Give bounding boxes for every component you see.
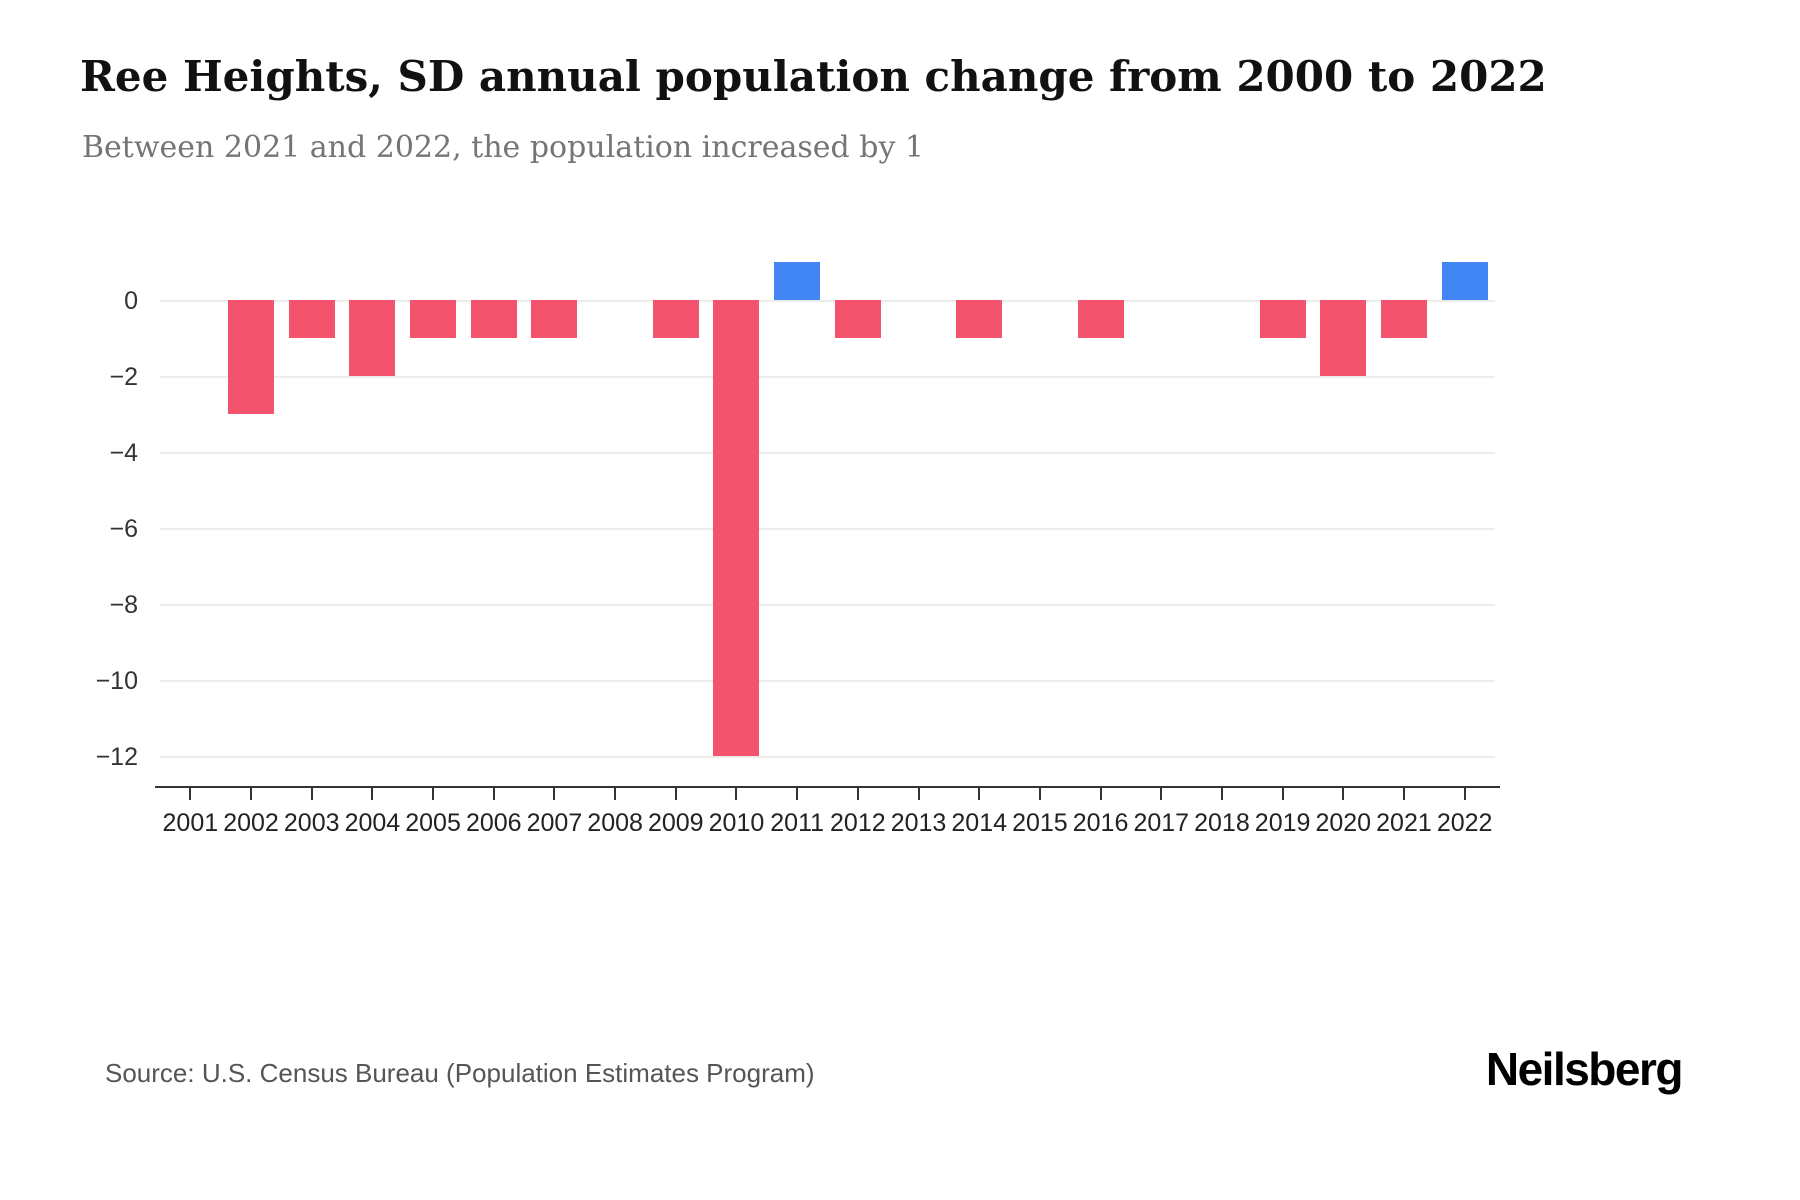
- y-axis-tick-label: −2: [109, 363, 138, 391]
- source-note: Source: U.S. Census Bureau (Population E…: [105, 1058, 815, 1088]
- x-axis-tick: [856, 786, 859, 800]
- gridline-y: [160, 300, 1495, 302]
- x-axis-tick-label: 2013: [890, 809, 947, 837]
- x-axis-tick: [1281, 786, 1284, 800]
- bar-2022[interactable]: [1441, 262, 1488, 300]
- x-axis-tick-label: 2011: [770, 809, 825, 837]
- x-axis-tick-label: 2021: [1376, 809, 1432, 837]
- x-axis-tick-label: 2007: [526, 809, 583, 837]
- x-axis-tick-label: 2015: [1012, 809, 1068, 837]
- bar-2002[interactable]: [228, 300, 275, 414]
- x-axis-tick: [978, 786, 981, 800]
- x-axis-tick: [250, 786, 253, 800]
- bar-2009[interactable]: [652, 300, 699, 338]
- x-axis-tick: [553, 786, 556, 800]
- y-axis-tick-label: −6: [109, 515, 138, 543]
- y-axis-tick-label: −8: [109, 591, 138, 619]
- x-axis-tick-label: 2005: [405, 809, 461, 837]
- x-axis-tick-label: 2009: [647, 809, 704, 837]
- x-axis-tick: [1038, 786, 1041, 800]
- x-axis-tick: [1402, 786, 1405, 800]
- bar-2006[interactable]: [470, 300, 517, 338]
- y-axis-tick-label: −10: [95, 667, 138, 695]
- bar-2014[interactable]: [956, 300, 1003, 338]
- x-axis-tick-label: 2016: [1072, 809, 1129, 837]
- gridline-y: [160, 528, 1495, 530]
- brand-logo: Neilsberg: [1485, 1043, 1684, 1095]
- x-axis-tick-label: 2018: [1194, 809, 1250, 837]
- x-axis-tick-label: 2014: [951, 809, 1008, 837]
- x-axis-tick: [371, 786, 374, 800]
- x-axis-tick: [492, 786, 495, 800]
- x-axis-tick-label: 2008: [587, 809, 643, 837]
- x-axis-tick-label: 2001: [162, 809, 219, 837]
- x-axis-tick: [310, 786, 313, 800]
- bar-2004[interactable]: [349, 300, 396, 376]
- bar-2012[interactable]: [834, 300, 881, 338]
- x-axis-tick-label: 2010: [708, 809, 765, 837]
- x-axis-tick: [614, 786, 617, 800]
- chart-title: Ree Heights, SD annual population change…: [80, 52, 1547, 101]
- bar-2003[interactable]: [288, 300, 335, 338]
- x-axis-tick: [189, 786, 192, 800]
- y-axis-tick-label: −12: [95, 743, 138, 771]
- chart-subtitle: Between 2021 and 2022, the population in…: [82, 130, 925, 165]
- x-axis-tick: [1463, 786, 1466, 800]
- x-axis-tick: [1342, 786, 1345, 800]
- x-axis-tick-label: 2012: [830, 809, 886, 837]
- bar-2005[interactable]: [410, 300, 457, 338]
- bar-2010[interactable]: [713, 300, 760, 756]
- x-axis-tick-label: 2019: [1254, 809, 1311, 837]
- x-axis-tick: [735, 786, 738, 800]
- x-axis-tick: [1099, 786, 1102, 800]
- x-axis-tick-label: 2002: [223, 809, 279, 837]
- bar-2021[interactable]: [1380, 300, 1427, 338]
- gridline-y: [160, 376, 1495, 378]
- x-axis-tick-label: 2006: [465, 809, 522, 837]
- y-axis-tick-label: 0: [124, 287, 138, 315]
- x-axis-tick: [796, 786, 799, 800]
- x-axis-tick-label: 2020: [1315, 809, 1372, 837]
- x-axis-tick-label: 2003: [283, 809, 340, 837]
- x-axis-tick-label: 2022: [1436, 809, 1493, 837]
- x-axis-tick: [1160, 786, 1163, 800]
- x-axis-tick-label: 2004: [344, 809, 401, 837]
- x-axis-tick: [432, 786, 435, 800]
- x-axis-line: [155, 786, 1500, 788]
- bar-2019[interactable]: [1259, 300, 1306, 338]
- gridline-y: [160, 452, 1495, 454]
- x-axis-tick: [674, 786, 677, 800]
- gridline-y: [160, 680, 1495, 682]
- gridline-y: [160, 756, 1495, 758]
- y-axis-tick-label: −4: [109, 439, 138, 467]
- x-axis-tick: [1220, 786, 1223, 800]
- bar-2020[interactable]: [1320, 300, 1367, 376]
- bar-2016[interactable]: [1077, 300, 1124, 338]
- bar-2011[interactable]: [774, 262, 821, 300]
- x-axis-tick: [917, 786, 920, 800]
- x-axis-tick-label: 2017: [1133, 809, 1190, 837]
- gridline-y: [160, 604, 1495, 606]
- bar-2007[interactable]: [531, 300, 578, 338]
